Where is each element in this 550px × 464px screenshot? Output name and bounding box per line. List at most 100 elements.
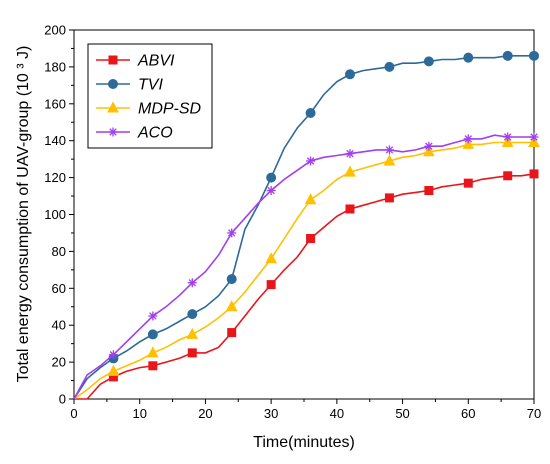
data-point-tvi [502, 50, 513, 61]
y-tick-label: 200 [44, 23, 66, 38]
legend-marker [107, 101, 119, 113]
data-point-abvi [266, 280, 276, 290]
data-point-mdp-sd [423, 145, 435, 157]
legend-label: ABVI [137, 53, 175, 70]
data-point-abvi [424, 186, 434, 196]
y-tick-label: 20 [52, 355, 66, 370]
marker-stroke [425, 142, 433, 150]
data-point-tvi [463, 52, 474, 63]
data-point-tvi [423, 56, 434, 67]
data-point-tvi [266, 172, 277, 183]
data-point-aco [306, 156, 316, 166]
x-tick-label: 10 [132, 406, 146, 421]
y-axis: 0 20 40 60 80 100 120 140 160 180 200 [44, 23, 74, 407]
data-point-mdp-sd [304, 193, 317, 205]
marker-stroke [228, 229, 236, 237]
data-point-mdp-sd [528, 135, 540, 148]
data-point-mdp-sd [107, 364, 120, 376]
data-point-aco [345, 149, 355, 159]
data-point-abvi [503, 171, 513, 181]
y-tick-label: 0 [59, 392, 66, 407]
data-point-aco [108, 350, 118, 360]
data-point-abvi [227, 328, 237, 338]
data-point-tvi [345, 69, 355, 80]
x-tick-label: 50 [395, 406, 409, 421]
x-tick-label: 0 [70, 406, 77, 421]
legend-label: ACO [137, 125, 173, 142]
legend-item-mdp-sd: MDP-SD [96, 101, 202, 118]
data-point-aco [384, 145, 394, 155]
data-point-aco [529, 132, 539, 142]
y-axis-title: Total energy consumption of UAV-group (1… [15, 46, 32, 383]
legend-marker [108, 55, 118, 65]
y-tick-label: 80 [52, 244, 66, 259]
legend-label: TVI [138, 77, 163, 94]
x-axis: 0 10 20 30 40 50 60 70 [70, 399, 541, 421]
x-axis-title: Time(minutes) [253, 434, 355, 451]
series-line-aco [73, 134, 534, 400]
data-point-tvi [187, 309, 198, 320]
marker-stroke [530, 133, 538, 141]
legend-item-aco: ACO [96, 125, 173, 142]
marker-stroke [385, 146, 394, 154]
data-point-tvi [529, 50, 539, 61]
marker-stroke [149, 312, 157, 320]
data-point-aco [424, 141, 434, 151]
data-point-tvi [305, 108, 316, 119]
data-point-mdp-sd [383, 154, 396, 166]
marker-stroke [306, 157, 315, 165]
series-tvi [73, 50, 539, 400]
data-point-abvi [384, 193, 394, 203]
data-point-mdp-sd [344, 165, 356, 177]
data-point-abvi [463, 178, 473, 188]
series-aco [73, 132, 539, 400]
data-point-aco [503, 132, 513, 142]
y-tick-label: 40 [52, 318, 66, 333]
data-point-mdp-sd [186, 327, 199, 339]
data-point-aco [463, 134, 473, 144]
y-tick-label: 120 [44, 170, 66, 185]
x-tick-label: 20 [198, 406, 212, 421]
legend-label: MDP-SD [138, 101, 202, 118]
data-point-abvi [148, 361, 158, 371]
x-tick-label: 40 [330, 406, 344, 421]
data-point-mdp-sd [147, 346, 159, 358]
marker-stroke [504, 133, 512, 141]
series-layer [73, 50, 540, 400]
data-point-abvi [306, 233, 316, 243]
marker-stroke [188, 279, 196, 287]
data-point-aco [266, 186, 276, 196]
data-point-tvi [384, 61, 395, 72]
y-tick-label: 100 [44, 207, 66, 222]
data-point-mdp-sd [265, 252, 277, 264]
data-point-aco [187, 278, 197, 288]
y-tick-label: 60 [52, 281, 66, 296]
data-point-mdp-sd [501, 135, 514, 148]
marker-stroke [346, 149, 354, 158]
data-point-tvi [147, 329, 158, 340]
data-point-abvi [345, 204, 355, 214]
marker-stroke [109, 351, 118, 359]
series-abvi [74, 169, 539, 400]
legend-item-tvi: TVI [96, 77, 163, 94]
y-tick-label: 160 [44, 96, 66, 111]
marker-stroke [109, 128, 117, 136]
legend-marker [108, 79, 118, 89]
x-tick-label: 60 [461, 406, 475, 421]
legend-item-abvi: ABVI [96, 53, 175, 70]
data-point-aco [227, 228, 237, 238]
x-tick-label: 70 [527, 406, 541, 421]
y-tick-label: 180 [44, 59, 66, 74]
legend: ABVI TVI MDP-SD ACO [87, 43, 213, 149]
data-point-mdp-sd [225, 300, 238, 312]
data-point-tvi [226, 274, 237, 285]
series-mdp-sd [73, 135, 540, 400]
data-point-abvi [187, 348, 197, 358]
x-tick-label: 30 [264, 406, 278, 421]
legend-marker [108, 127, 118, 137]
marker-stroke [267, 186, 275, 195]
data-point-aco [148, 311, 158, 321]
data-point-abvi [529, 169, 539, 179]
data-point-mdp-sd [462, 137, 475, 149]
